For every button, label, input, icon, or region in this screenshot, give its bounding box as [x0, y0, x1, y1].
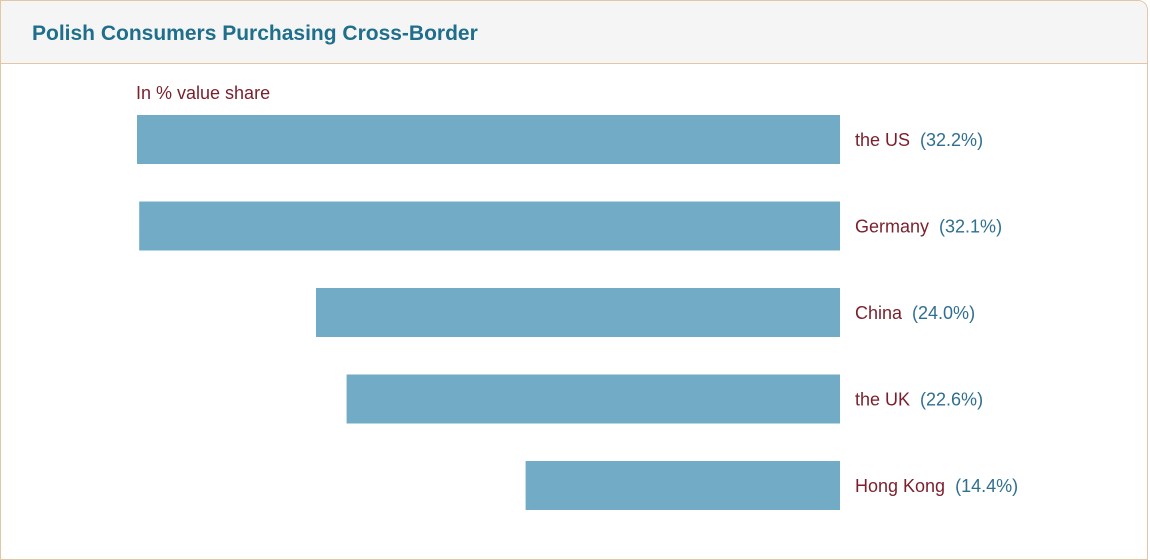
value-label: (32.1%) — [939, 217, 1002, 237]
bar-the-uk — [346, 374, 840, 424]
bar-label: China (24.0%) — [855, 303, 975, 323]
card-header: Polish Consumers Purchasing Cross-Border — [1, 1, 1147, 64]
category-label: Hong Kong — [855, 476, 945, 496]
value-label: (22.6%) — [920, 390, 983, 410]
chart-title: Polish Consumers Purchasing Cross-Border — [32, 22, 478, 45]
bar-label: Hong Kong (14.4%) — [855, 476, 1018, 496]
bar-label: the US (32.2%) — [855, 130, 983, 150]
value-label: (14.4%) — [955, 476, 1018, 496]
bar-germany — [139, 201, 840, 251]
category-label: the UK — [855, 390, 910, 410]
unit-note: In % value share — [136, 83, 271, 103]
bar-label: Germany (32.1%) — [855, 217, 1002, 237]
category-label: the US — [855, 130, 910, 150]
bar-chart: the US (32.2%) Germany (32.1%) China (24.0%) t… — [137, 115, 1018, 510]
category-label: China — [855, 303, 903, 323]
bar-the-us — [137, 115, 840, 164]
bar-hong-kong — [525, 461, 840, 510]
value-label: (24.0%) — [912, 303, 975, 323]
bar-china — [316, 288, 840, 337]
value-label: (32.2%) — [920, 130, 983, 150]
bar-label: the UK (22.6%) — [855, 390, 983, 410]
category-label: Germany — [855, 217, 929, 237]
